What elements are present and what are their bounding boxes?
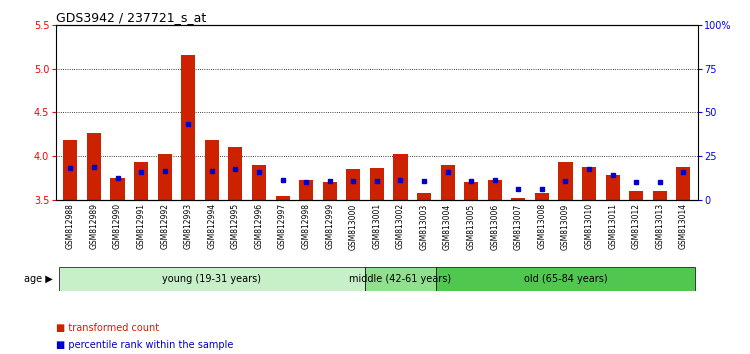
Bar xyxy=(110,178,125,200)
Bar xyxy=(394,154,407,200)
Text: GSM812993: GSM812993 xyxy=(184,203,193,250)
Text: ■ transformed count: ■ transformed count xyxy=(56,323,159,333)
Text: GSM813002: GSM813002 xyxy=(396,203,405,250)
Text: GSM812996: GSM812996 xyxy=(254,203,263,250)
Bar xyxy=(63,141,77,200)
Text: GSM813008: GSM813008 xyxy=(538,203,547,250)
Bar xyxy=(370,167,384,200)
Text: middle (42-61 years): middle (42-61 years) xyxy=(350,274,452,284)
Text: GSM813001: GSM813001 xyxy=(372,203,381,250)
Bar xyxy=(559,162,572,200)
Text: GSM812988: GSM812988 xyxy=(66,203,75,249)
Bar xyxy=(629,191,644,200)
Bar xyxy=(322,182,337,200)
Bar xyxy=(512,198,526,200)
Bar xyxy=(365,267,436,291)
Text: GSM813007: GSM813007 xyxy=(514,203,523,250)
Bar xyxy=(652,191,667,200)
Bar xyxy=(299,180,314,200)
Bar xyxy=(182,56,195,200)
Bar xyxy=(440,165,454,200)
Bar xyxy=(58,267,365,291)
Bar xyxy=(676,167,691,200)
Text: GSM812992: GSM812992 xyxy=(160,203,170,249)
Text: GSM813012: GSM813012 xyxy=(632,203,640,249)
Text: GSM813010: GSM813010 xyxy=(584,203,593,250)
Text: GSM813009: GSM813009 xyxy=(561,203,570,250)
Bar xyxy=(275,196,290,200)
Bar xyxy=(205,141,219,200)
Text: GDS3942 / 237721_s_at: GDS3942 / 237721_s_at xyxy=(56,11,206,24)
Text: age ▶: age ▶ xyxy=(24,274,52,284)
Text: GSM813006: GSM813006 xyxy=(490,203,500,250)
Text: GSM812999: GSM812999 xyxy=(326,203,334,250)
Text: GSM813011: GSM813011 xyxy=(608,203,617,249)
Bar xyxy=(464,182,478,200)
Text: old (65-84 years): old (65-84 years) xyxy=(524,274,608,284)
Bar xyxy=(158,154,172,200)
Text: GSM812991: GSM812991 xyxy=(136,203,146,249)
Bar xyxy=(228,148,242,200)
Text: GSM813014: GSM813014 xyxy=(679,203,688,250)
Text: GSM812995: GSM812995 xyxy=(231,203,240,250)
Bar xyxy=(488,180,502,200)
Bar xyxy=(346,169,360,200)
Text: GSM812997: GSM812997 xyxy=(278,203,287,250)
Text: GSM813000: GSM813000 xyxy=(349,203,358,250)
Bar xyxy=(436,267,695,291)
Bar xyxy=(582,167,596,200)
Text: GSM812998: GSM812998 xyxy=(302,203,310,249)
Text: GSM812990: GSM812990 xyxy=(113,203,122,250)
Text: GSM813005: GSM813005 xyxy=(466,203,476,250)
Bar xyxy=(417,193,431,200)
Bar xyxy=(134,162,148,200)
Text: GSM813003: GSM813003 xyxy=(419,203,428,250)
Bar xyxy=(252,165,266,200)
Text: GSM812989: GSM812989 xyxy=(89,203,98,249)
Text: GSM812994: GSM812994 xyxy=(207,203,216,250)
Bar xyxy=(535,193,549,200)
Text: young (19-31 years): young (19-31 years) xyxy=(162,274,261,284)
Bar xyxy=(87,132,101,200)
Text: ■ percentile rank within the sample: ■ percentile rank within the sample xyxy=(56,341,234,350)
Text: GSM813013: GSM813013 xyxy=(656,203,664,250)
Text: GSM813004: GSM813004 xyxy=(443,203,452,250)
Bar xyxy=(605,176,619,200)
